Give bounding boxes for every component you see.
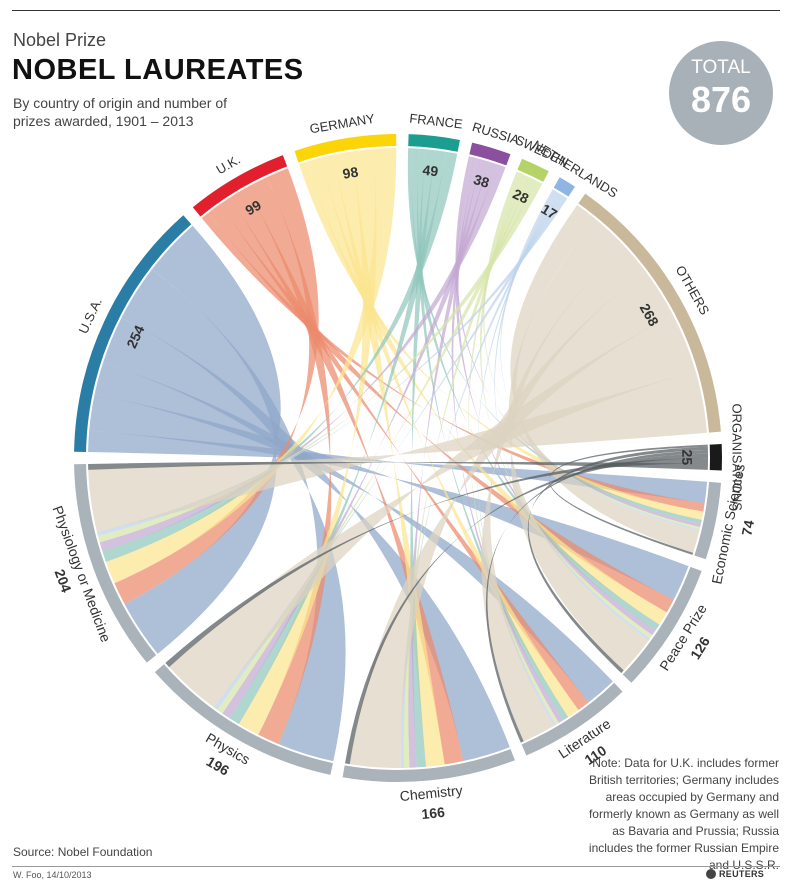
value-germany: 98: [341, 163, 359, 181]
label-france: FRANCE: [409, 111, 464, 132]
arc-u-s-a: [74, 215, 192, 453]
label-u-k: U.K.: [213, 152, 242, 178]
label-chemistry: Chemistry: [399, 782, 463, 804]
ribbon-others-physiology-or-medicine: [88, 370, 707, 533]
total-label: TOTAL: [691, 57, 751, 78]
ribbon-u-s-a-peace-prize: [89, 393, 689, 600]
label-germany: GERMANY: [309, 111, 377, 137]
arc-germany: [294, 134, 397, 163]
ribbon-u-s-a-physics: [121, 269, 346, 762]
ribbon-organisations-physiology-or-medicine: [88, 461, 708, 470]
arc-chemistry: [342, 749, 515, 782]
value-chemistry: 166: [421, 804, 446, 822]
ribbon-u-s-a-chemistry: [102, 317, 510, 762]
brand-name: REUTERS: [719, 869, 765, 879]
arc-peace-prize: [622, 566, 702, 683]
source-line: Source: Nobel Foundation: [13, 845, 153, 859]
arc-economic-sciences: [694, 481, 722, 560]
ribbon-u-s-a-physiology-or-medicine: [124, 225, 281, 654]
total-badge: TOTAL 876: [669, 41, 773, 145]
ribbon-u-k-physiology-or-medicine: [114, 168, 319, 605]
value-physiology-or-medicine: 204: [52, 567, 75, 595]
arc-france: [408, 134, 460, 152]
ribbon-others-peace-prize: [508, 218, 649, 671]
ribbon-netherlands-physics: [214, 194, 564, 710]
value-economic-sciences: 74: [738, 519, 757, 538]
ribbon-others-chemistry: [349, 271, 673, 768]
label-organisations: ORGANISATIONS: [729, 404, 744, 512]
value-russia: 38: [472, 171, 492, 191]
bottom-rule: [12, 866, 780, 867]
total-value: 876: [690, 79, 752, 120]
footnote: Note: Data for U.K. includes former Brit…: [588, 756, 779, 872]
ribbon-france-chemistry: [410, 149, 435, 768]
ribbons: [88, 148, 708, 768]
brand-logo: REUTERS: [706, 869, 764, 879]
arc-russia: [469, 142, 511, 166]
ribbon-germany-physiology-or-medicine: [105, 148, 397, 584]
arc-netherlands: [553, 177, 576, 197]
ribbon-germany-physics: [238, 148, 377, 735]
arc-physics: [154, 664, 333, 775]
value-u-k: 99: [242, 197, 264, 219]
ribbon-u-k-chemistry: [230, 187, 464, 765]
ribbon-netherlands-literature: [476, 191, 558, 726]
value-netherlands: 17: [538, 201, 560, 223]
arc-others: [578, 193, 721, 433]
ribbon-sweden-economic-sciences: [483, 171, 701, 530]
page-title: NOBEL LAUREATES: [12, 54, 304, 86]
arcs: [74, 134, 722, 782]
value-organisations: 25: [679, 450, 695, 466]
page-subtitle: By country of origin and number of prize…: [13, 95, 228, 129]
kicker: Nobel Prize: [13, 30, 107, 50]
reuters-logo-icon: [706, 869, 716, 879]
value-france: 49: [422, 162, 439, 180]
arc-literature: [521, 682, 623, 756]
credit-line: W. Foo, 14/10/2013: [13, 870, 92, 880]
arc-physiology-or-medicine: [74, 463, 157, 663]
arc-sweden: [517, 158, 549, 182]
value-sweden: 28: [510, 186, 531, 207]
top-rule: [12, 10, 780, 11]
arc-u-k: [192, 155, 288, 217]
